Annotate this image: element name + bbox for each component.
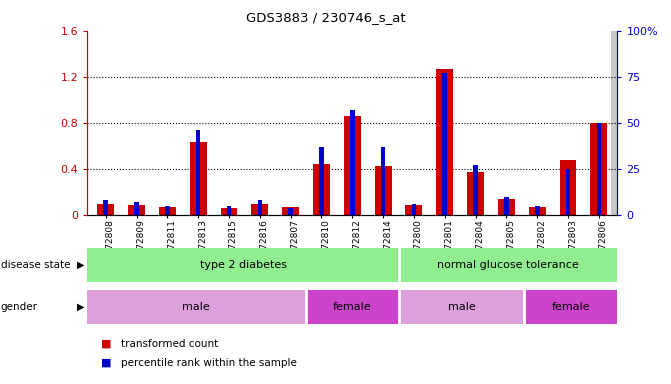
Bar	[529, 207, 546, 215]
Bar	[97, 204, 114, 215]
Bar	[436, 69, 453, 215]
Bar	[305, 290, 399, 324]
Text: percentile rank within the sample: percentile rank within the sample	[121, 358, 297, 368]
Text: ▶: ▶	[77, 260, 85, 270]
Bar	[399, 290, 524, 324]
Bar	[524, 290, 617, 324]
Text: disease state: disease state	[1, 260, 70, 270]
Bar	[87, 248, 399, 282]
Bar	[535, 206, 539, 215]
Text: transformed count: transformed count	[121, 339, 218, 349]
Bar	[159, 207, 176, 215]
Text: ■: ■	[101, 339, 111, 349]
Bar	[165, 206, 170, 215]
Bar	[344, 116, 361, 215]
Bar	[374, 166, 392, 215]
Bar	[473, 165, 478, 215]
Bar	[227, 206, 231, 215]
Bar	[221, 208, 238, 215]
Bar	[190, 142, 207, 215]
Bar	[380, 147, 385, 215]
Bar	[319, 147, 324, 215]
Bar	[590, 123, 607, 215]
Bar	[442, 73, 447, 215]
Text: ▶: ▶	[77, 302, 85, 312]
Bar	[405, 205, 422, 215]
Bar	[467, 172, 484, 215]
Text: type 2 diabetes: type 2 diabetes	[200, 260, 287, 270]
Bar	[282, 207, 299, 215]
Bar	[196, 130, 201, 215]
Text: male: male	[183, 302, 210, 312]
Bar	[128, 205, 145, 215]
Bar	[252, 204, 268, 215]
Bar	[289, 208, 293, 215]
Bar	[411, 204, 416, 215]
Text: female: female	[552, 302, 590, 312]
Bar	[87, 290, 305, 324]
Text: male: male	[448, 302, 475, 312]
Text: female: female	[333, 302, 372, 312]
Bar	[134, 202, 139, 215]
Text: ■: ■	[101, 358, 111, 368]
Bar	[350, 110, 354, 215]
Bar	[597, 123, 601, 215]
Text: GDS3883 / 230746_s_at: GDS3883 / 230746_s_at	[246, 12, 405, 25]
Text: normal glucose tolerance: normal glucose tolerance	[437, 260, 579, 270]
Bar	[504, 197, 509, 215]
Text: gender: gender	[1, 302, 38, 312]
Bar	[103, 200, 108, 215]
Bar	[258, 200, 262, 215]
Bar	[566, 169, 570, 215]
Bar	[560, 160, 576, 215]
Bar	[313, 164, 330, 215]
Bar	[399, 248, 617, 282]
Bar	[498, 199, 515, 215]
